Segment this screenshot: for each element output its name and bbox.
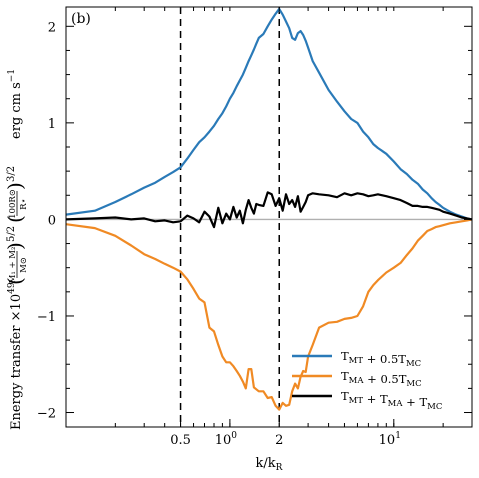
x-tick-label-1: 100 <box>215 431 238 448</box>
y-axis-label: Energy transfer ×1049(M₁ + M₂ M⊙)5/2(100R… <box>3 69 29 430</box>
y-axis-frac1-den: M⊙ <box>19 257 29 273</box>
x-tick-label-0: 0.5 <box>170 433 191 448</box>
y-axis-paren: ) <box>3 242 27 250</box>
y-axis-frac1-pow: 5/2 <box>6 226 17 242</box>
x-tick-label-2: 2 <box>275 433 283 448</box>
y-tick-label-0: −2 <box>37 407 56 422</box>
y-axis-frac2-den: R⋆ <box>19 198 29 210</box>
y-tick-label-1: −1 <box>37 310 56 325</box>
x-axis-label: k/kR <box>256 456 283 473</box>
y-axis-paren: ( <box>3 277 27 285</box>
legend-label-2: TMT + TMA + TMC <box>341 389 442 412</box>
plot-frame <box>65 6 473 428</box>
y-axis-label-lead: Energy transfer ×1049 <box>7 282 24 430</box>
legend-label-1: TMA + 0.5TMC <box>341 369 422 389</box>
series-line-0 <box>65 7 473 221</box>
y-axis-units: erg cm s−1 <box>7 69 24 139</box>
series-line-1 <box>65 218 473 411</box>
y-axis-frac2-num: 100R⊙ <box>8 189 18 219</box>
y-axis-paren: ) <box>3 182 27 190</box>
y-tick-label-2: 0 <box>48 213 56 228</box>
legend-label-0: TMT + 0.5TMC <box>341 349 421 369</box>
y-axis-frac1-num: M₁ + M₂ <box>8 247 18 284</box>
y-axis-paren: ( <box>3 215 27 223</box>
x-tick-label-3: 101 <box>379 431 401 448</box>
panel-label: (b) <box>71 11 91 27</box>
y-tick-label-3: 1 <box>48 117 56 132</box>
y-tick-label-4: 2 <box>48 20 56 35</box>
series-lines <box>65 7 473 411</box>
series-line-2 <box>65 191 473 229</box>
y-axis-frac2-pow: 3/2 <box>6 166 17 182</box>
